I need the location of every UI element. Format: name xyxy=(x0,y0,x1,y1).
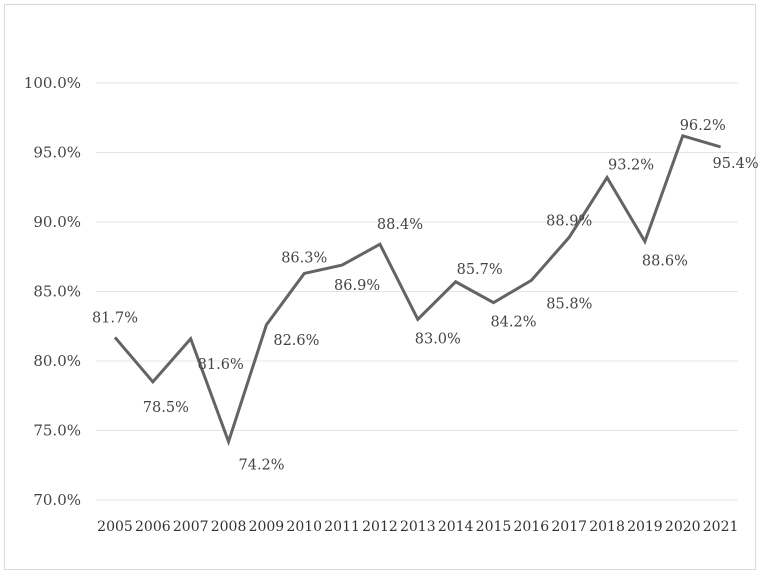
data-label: 86.9% xyxy=(334,278,380,294)
x-tick-label: 2018 xyxy=(589,519,625,535)
data-label: 95.4% xyxy=(713,156,759,172)
data-label: 83.0% xyxy=(415,331,461,347)
x-tick-label: 2014 xyxy=(438,519,474,535)
y-tick-label: 70.0% xyxy=(33,491,81,509)
x-tick-label: 2020 xyxy=(665,519,701,535)
data-label: 96.2% xyxy=(680,118,726,134)
y-tick-label: 100.0% xyxy=(24,74,81,92)
data-label: 88.4% xyxy=(377,217,423,233)
series-layer xyxy=(113,133,722,447)
x-axis-ticks: 2005 2006 2007 2008 2009 2010 2011 2012 2013 2014… xyxy=(97,519,738,535)
data-label: 74.2% xyxy=(239,458,285,474)
y-tick-label: 85.0% xyxy=(33,283,81,301)
data-label: 88.6% xyxy=(642,253,688,269)
y-tick-label: 80.0% xyxy=(33,352,81,370)
x-tick-label: 2013 xyxy=(400,519,436,535)
data-label: 93.2% xyxy=(608,158,654,174)
x-tick-label: 2011 xyxy=(324,519,360,535)
x-tick-label: 2016 xyxy=(514,519,550,535)
data-label: 85.8% xyxy=(546,296,592,312)
data-label: 85.7% xyxy=(457,262,503,278)
data-labels: 81.7% 78.5% 81.6% 74.2% 82.6% 86.3% 86.9% 88.4%… xyxy=(92,118,759,474)
x-tick-label: 2019 xyxy=(627,519,663,535)
x-tick-label: 2021 xyxy=(703,519,739,535)
x-tick-label: 2012 xyxy=(362,519,398,535)
data-label: 88.9% xyxy=(546,213,592,229)
data-label: 81.6% xyxy=(198,357,244,373)
x-tick-label: 2015 xyxy=(476,519,512,535)
data-label: 78.5% xyxy=(143,400,189,416)
y-tick-label: 90.0% xyxy=(33,213,81,231)
x-tick-label: 2006 xyxy=(135,519,171,535)
x-tick-label: 2010 xyxy=(286,519,322,535)
y-tick-label: 95.0% xyxy=(33,144,81,162)
x-tick-label: 2007 xyxy=(173,519,209,535)
data-label: 86.3% xyxy=(281,250,327,266)
data-label: 82.6% xyxy=(273,333,319,349)
y-axis-ticks: 100.0% 95.0% 90.0% 85.0% 80.0% 75.0% 70.0% xyxy=(24,74,81,509)
x-tick-label: 2005 xyxy=(97,519,133,535)
data-label: 84.2% xyxy=(490,315,536,331)
series-line xyxy=(113,133,722,447)
y-tick-label: 75.0% xyxy=(33,422,81,440)
x-tick-label: 2009 xyxy=(249,519,285,535)
data-label: 81.7% xyxy=(92,310,138,326)
gridlines xyxy=(96,82,738,501)
x-tick-label: 2017 xyxy=(551,519,587,535)
chart-frame xyxy=(4,4,756,570)
x-tick-label: 2008 xyxy=(211,519,247,535)
